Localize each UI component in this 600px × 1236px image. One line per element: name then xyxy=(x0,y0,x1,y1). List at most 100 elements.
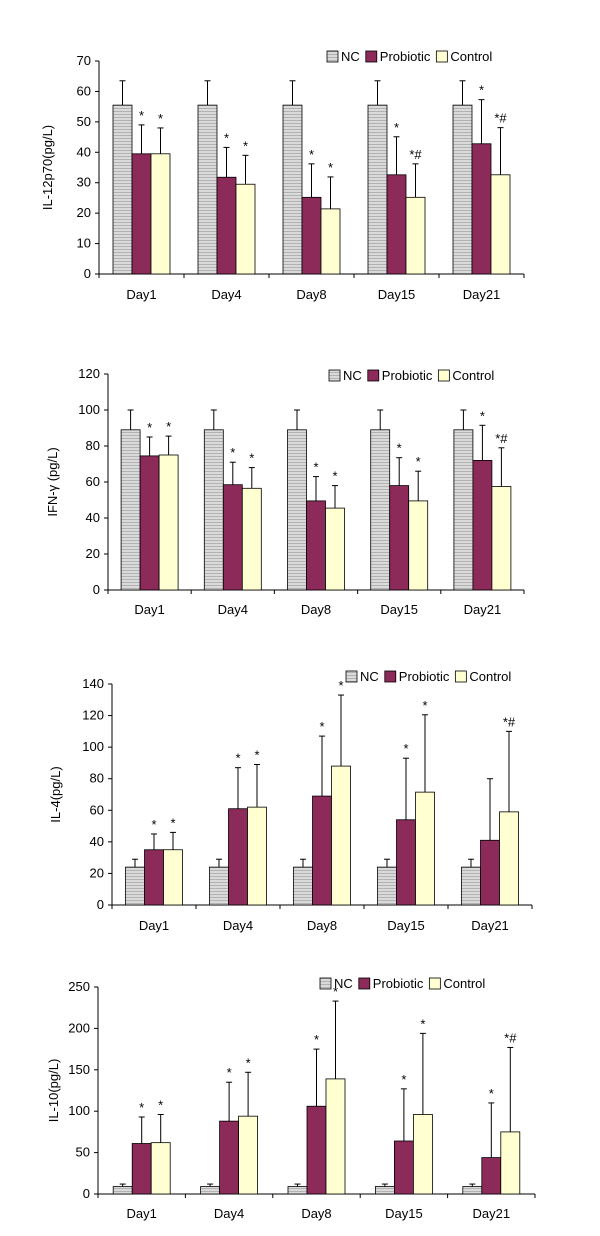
significance-mark: * xyxy=(328,160,333,175)
bar-probiotic xyxy=(139,455,160,591)
bar-control xyxy=(499,811,519,906)
bar-nc xyxy=(374,1186,395,1195)
bar-control xyxy=(331,765,351,906)
bar-nc xyxy=(462,1186,483,1195)
y-axis-label: IL-10(pg/L) xyxy=(46,1059,61,1123)
significance-mark: * xyxy=(158,1098,163,1113)
significance-mark: *# xyxy=(495,431,508,446)
legend-swatch-nc xyxy=(345,670,358,683)
significance-mark: * xyxy=(313,460,318,475)
bar-probiotic xyxy=(472,459,493,591)
bar-probiotic xyxy=(393,1140,414,1195)
legend-swatch-nc xyxy=(326,50,339,63)
bar-probiotic xyxy=(389,485,410,591)
bar-control xyxy=(408,500,429,591)
y-tick-label: 120 xyxy=(82,708,104,723)
significance-mark: * xyxy=(319,719,324,734)
significance-mark: * xyxy=(246,1055,251,1070)
y-tick-label: 70 xyxy=(77,53,91,68)
bar-probiotic xyxy=(306,500,326,591)
bar-control xyxy=(235,183,256,275)
y-tick-label: 40 xyxy=(90,834,104,849)
significance-mark: * xyxy=(420,1016,425,1031)
bar-control xyxy=(500,1131,521,1195)
y-axis-label: IL-4(pg/L) xyxy=(48,766,63,822)
significance-mark: * xyxy=(139,108,144,123)
x-tick-label: Day4 xyxy=(214,1206,244,1221)
bar-nc xyxy=(367,104,388,275)
legend: NC Probiotic Control xyxy=(319,976,485,991)
legend: NC Probiotic Control xyxy=(328,368,494,383)
significance-mark: * xyxy=(479,83,484,98)
bar-nc xyxy=(209,866,229,906)
bar-nc xyxy=(112,104,133,275)
bar-nc xyxy=(453,429,474,591)
bar-control xyxy=(158,454,179,591)
bar-control xyxy=(325,1078,346,1195)
legend-swatch-control xyxy=(454,670,467,683)
significance-mark: * xyxy=(227,1065,232,1080)
legend-label: Control xyxy=(452,368,494,383)
bar-nc xyxy=(452,104,473,275)
bar-control xyxy=(412,1114,433,1195)
y-tick-label: 100 xyxy=(82,739,104,754)
bar-control xyxy=(491,486,512,591)
y-tick-label: 60 xyxy=(86,474,100,489)
bar-probiotic xyxy=(386,174,407,275)
significance-mark: * xyxy=(480,408,485,423)
bar-control xyxy=(320,208,341,275)
x-tick-label: Day4 xyxy=(223,918,253,933)
y-tick-label: 40 xyxy=(86,510,100,525)
bar-control xyxy=(150,1142,171,1195)
bar-probiotic xyxy=(312,795,332,906)
bar-nc xyxy=(287,429,307,591)
legend: NC Probiotic Control xyxy=(345,669,511,684)
bar-control xyxy=(325,507,345,591)
chart-panel-4: 0 50 100 150 200 250 IL-10(pg/L) Day1 * * Day4 * * Da… xyxy=(46,976,536,1221)
bar-probiotic xyxy=(396,819,416,906)
y-tick-label: 60 xyxy=(77,83,91,98)
y-tick-label: 40 xyxy=(77,144,91,159)
bar-nc xyxy=(370,429,391,591)
bar-nc xyxy=(120,429,141,591)
x-tick-label: Day15 xyxy=(385,1206,423,1221)
y-tick-label: 20 xyxy=(77,205,91,220)
bar-nc xyxy=(282,104,303,275)
y-tick-label: 250 xyxy=(68,979,90,994)
significance-mark: * xyxy=(422,698,427,713)
legend-label: Probiotic xyxy=(380,49,431,64)
bar-nc xyxy=(125,866,145,906)
significance-mark: * xyxy=(314,1032,319,1047)
significance-mark: * xyxy=(249,451,254,466)
bar-probiotic xyxy=(306,1105,327,1195)
x-tick-label: Day1 xyxy=(139,918,169,933)
y-tick-label: 60 xyxy=(90,802,104,817)
bar-nc xyxy=(461,866,481,906)
significance-mark: * xyxy=(151,817,156,832)
chart-panel-3: 0 20 40 60 80 100 120 140 IL-4(pg/L) Day1 * * Day4 * *… xyxy=(48,669,533,933)
bar-nc xyxy=(293,866,313,906)
significance-mark: * xyxy=(230,445,235,460)
legend-swatch-control xyxy=(437,369,450,382)
y-tick-label: 100 xyxy=(68,1103,90,1118)
x-tick-label: Day8 xyxy=(296,287,326,302)
bar-probiotic xyxy=(301,196,322,275)
bar-nc xyxy=(197,104,218,275)
significance-mark: * xyxy=(338,678,343,693)
bar-control xyxy=(405,196,426,275)
significance-mark: *# xyxy=(504,1030,517,1045)
bar-probiotic xyxy=(471,143,492,275)
y-tick-label: 150 xyxy=(68,1062,90,1077)
y-tick-label: 30 xyxy=(77,175,91,190)
legend-swatch-probiotic xyxy=(367,369,380,382)
significance-mark: * xyxy=(489,1086,494,1101)
bar-nc xyxy=(112,1186,133,1195)
significance-mark: * xyxy=(332,469,337,484)
significance-mark: * xyxy=(254,748,259,763)
x-tick-label: Day8 xyxy=(307,918,337,933)
legend-label: Control xyxy=(450,49,492,64)
significance-mark: * xyxy=(166,419,171,434)
bar-probiotic xyxy=(219,1120,240,1195)
x-tick-label: Day8 xyxy=(301,602,331,617)
